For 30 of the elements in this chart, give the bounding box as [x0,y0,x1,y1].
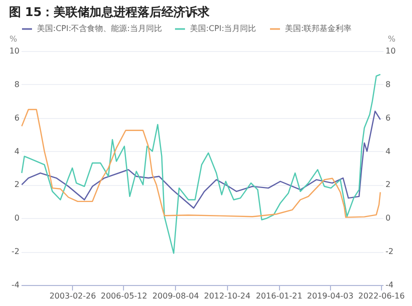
y-tick-label: -2 [12,247,20,256]
y-tick-label: 2 [14,180,20,190]
y2-axis-title: % [388,34,396,44]
y2-tick-label: 0 [386,214,391,223]
line-series [21,74,381,254]
legend-label: 美国:CPI:不含食物、能源:当月同比 [37,24,162,33]
y-axis-title: % [10,34,18,44]
x-tick-label: 2009-08-04 [152,292,199,300]
y-tick-label: -4 [12,280,20,290]
x-tick-label: 2016-01-21 [256,292,302,300]
y2-tick-label: 4 [386,146,391,156]
y2-tick-label: 10 [386,46,396,56]
legend-label: 美国:联邦基金利率 [285,24,352,33]
y-tick-label: 10 [9,46,20,56]
y-tick-label: 0 [14,214,20,223]
y2-tick-label: -2 [386,247,394,256]
y-tick-label: 6 [14,113,20,122]
x-tick-label: 2012-10-24 [204,292,250,300]
x-tick-label: 2006-05-12 [100,292,148,300]
y2-tick-label: 8 [386,80,391,89]
y-tick-label: 8 [14,80,20,89]
x-tick-label: 2003-02-26 [49,292,96,300]
y-tick-label: 4 [14,146,20,156]
x-tick-label: 2019-04-03 [306,292,354,300]
x-tick-label: 2022-06-16 [358,292,405,300]
legend-label: 美国:CPI:当月同比 [190,24,256,33]
chart-title: 图 15：美联储加息进程落后经济诉求 [8,5,211,19]
y2-tick-label: -4 [386,280,394,290]
y2-tick-label: 6 [386,113,391,122]
y2-tick-label: 2 [386,180,391,190]
